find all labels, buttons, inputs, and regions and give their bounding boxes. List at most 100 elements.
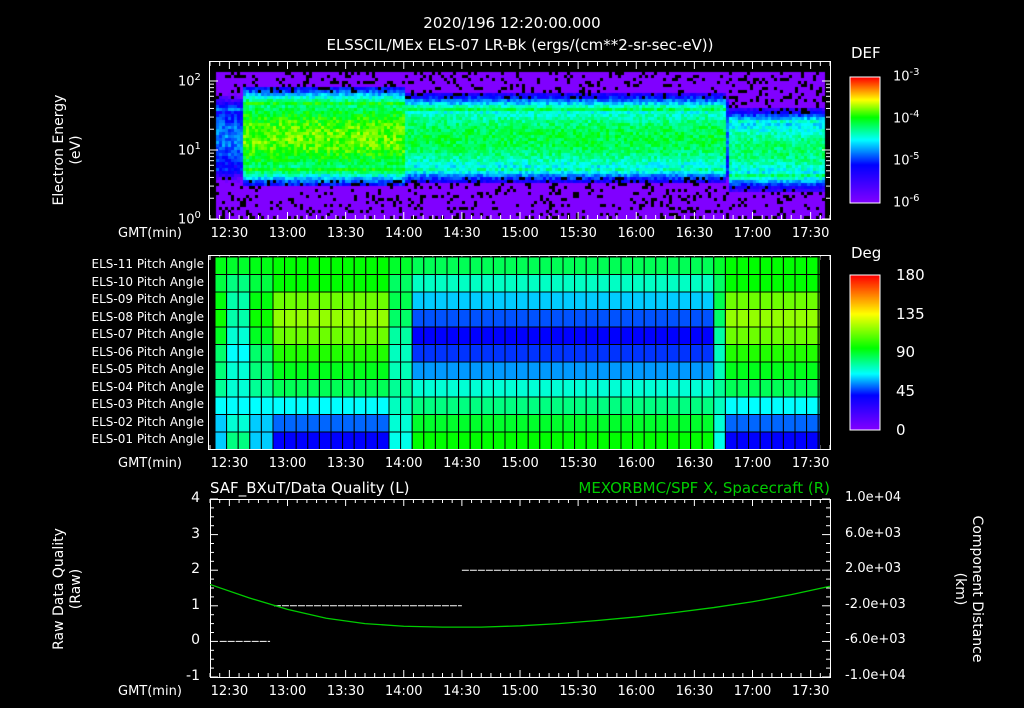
def-colorbar-frame <box>849 76 881 204</box>
pitch-cell <box>353 414 367 433</box>
pitch-cell <box>806 291 819 310</box>
pitch-cell <box>249 274 262 293</box>
pitch-cell <box>655 326 668 345</box>
pitch-cell <box>226 256 239 275</box>
pitch-cell <box>666 274 680 293</box>
pitch-cell <box>527 361 541 380</box>
pitch-cell <box>400 291 413 310</box>
tick-base: 10 <box>178 212 195 228</box>
time-tick-label: 16:30 <box>675 684 714 699</box>
pitch-cell <box>643 326 657 345</box>
pitch-cell <box>608 256 622 275</box>
pitch-cell <box>249 291 262 310</box>
pitch-cell <box>481 414 494 433</box>
distance-tick-label: 2.0e+03 <box>845 561 902 577</box>
pitch-cell <box>516 274 529 293</box>
pitch-cell <box>527 379 541 398</box>
pitch-cell <box>632 431 645 450</box>
pitch-cell <box>458 344 471 363</box>
pitch-cell <box>411 291 425 310</box>
pitch-cell <box>214 344 228 363</box>
pitch-cell <box>539 326 552 345</box>
pitch-cell <box>632 326 645 345</box>
def-colorbar-tick: 10-5 <box>893 150 920 168</box>
pitch-cell <box>666 326 680 345</box>
orbit-title: MEXORBMC/SPF X, Spacecraft (R) <box>578 479 830 497</box>
time-tick-label: 17:00 <box>733 684 772 699</box>
pitch-cell <box>249 361 262 380</box>
pitch-cell <box>574 344 587 363</box>
pitch-cell <box>504 291 518 310</box>
pitch-cell <box>562 326 576 345</box>
pitch-cell <box>423 291 436 310</box>
pitch-cell <box>237 361 251 380</box>
pitch-cell <box>597 326 610 345</box>
time-tick-label: 12:30 <box>210 456 249 471</box>
time-tick-label: 14:00 <box>385 456 423 471</box>
pitch-cell <box>724 379 738 398</box>
def-colorbar-tick: 10-3 <box>893 66 920 84</box>
pitch-cell <box>806 431 819 450</box>
pitch-cell <box>260 361 274 380</box>
pitch-cell <box>794 361 808 380</box>
pitch-cell <box>376 396 390 415</box>
pitch-cell <box>376 256 390 275</box>
pitch-cell <box>411 431 425 450</box>
pitch-cell <box>214 274 228 293</box>
tick-exponent: -5 <box>909 151 920 162</box>
pitch-cell <box>330 291 344 310</box>
pitch-cell <box>284 256 297 275</box>
pitch-cell <box>574 291 587 310</box>
pitch-cell <box>678 361 692 380</box>
pitch-cell <box>759 361 773 380</box>
pitch-cell <box>701 326 715 345</box>
pitch-cell <box>423 274 436 293</box>
pitch-cell <box>342 361 355 380</box>
orbit-x-line <box>209 583 831 628</box>
pitch-cell <box>608 379 622 398</box>
pitch-cell <box>608 414 622 433</box>
pitch-cell <box>330 309 344 328</box>
pitch-cell <box>608 291 622 310</box>
pitch-cell <box>307 344 320 363</box>
quality-tick-label: 4 <box>191 490 200 506</box>
pitch-cell <box>400 326 413 345</box>
pitch-cell <box>574 414 587 433</box>
pitch-cell <box>655 361 668 380</box>
pitch-cell <box>330 396 344 415</box>
pitch-cell <box>469 344 483 363</box>
pitch-cell <box>701 396 715 415</box>
pitch-cell <box>643 344 657 363</box>
time-tick-label: 15:00 <box>501 456 539 471</box>
spectrogram-frame <box>209 61 831 220</box>
pitch-cell <box>585 414 599 433</box>
pitch-cell <box>469 309 483 328</box>
pitch-cell <box>388 256 402 275</box>
plot-title: ELSSCIL/MEx ELS-07 LR-Bk (ergs/(cm**2-sr… <box>326 36 714 54</box>
pitch-cell <box>376 344 390 363</box>
pitch-cell <box>806 344 819 363</box>
pitch-cell <box>411 361 425 380</box>
pitch-cell <box>365 344 378 363</box>
pitch-cell <box>446 256 460 275</box>
pitch-cell <box>237 309 251 328</box>
pitch-cell <box>446 414 460 433</box>
pitch-cell <box>620 431 634 450</box>
pitch-cell <box>748 256 761 275</box>
pitch-cell <box>226 431 239 450</box>
pitch-cell <box>353 431 367 450</box>
pitch-cell <box>249 414 262 433</box>
pitch-cell <box>724 431 738 450</box>
pitch-cell <box>504 309 518 328</box>
pitch-cell <box>423 379 436 398</box>
pitch-cell <box>550 414 564 433</box>
pitch-cell <box>794 326 808 345</box>
pitch-cell <box>307 431 320 450</box>
pitch-cell <box>330 344 344 363</box>
pitch-cell <box>690 431 703 450</box>
pitch-cell <box>226 291 239 310</box>
pitch-cell <box>446 291 460 310</box>
time-tick-label: 17:00 <box>733 226 772 241</box>
pitch-cell <box>260 274 274 293</box>
pitch-cell <box>516 326 529 345</box>
